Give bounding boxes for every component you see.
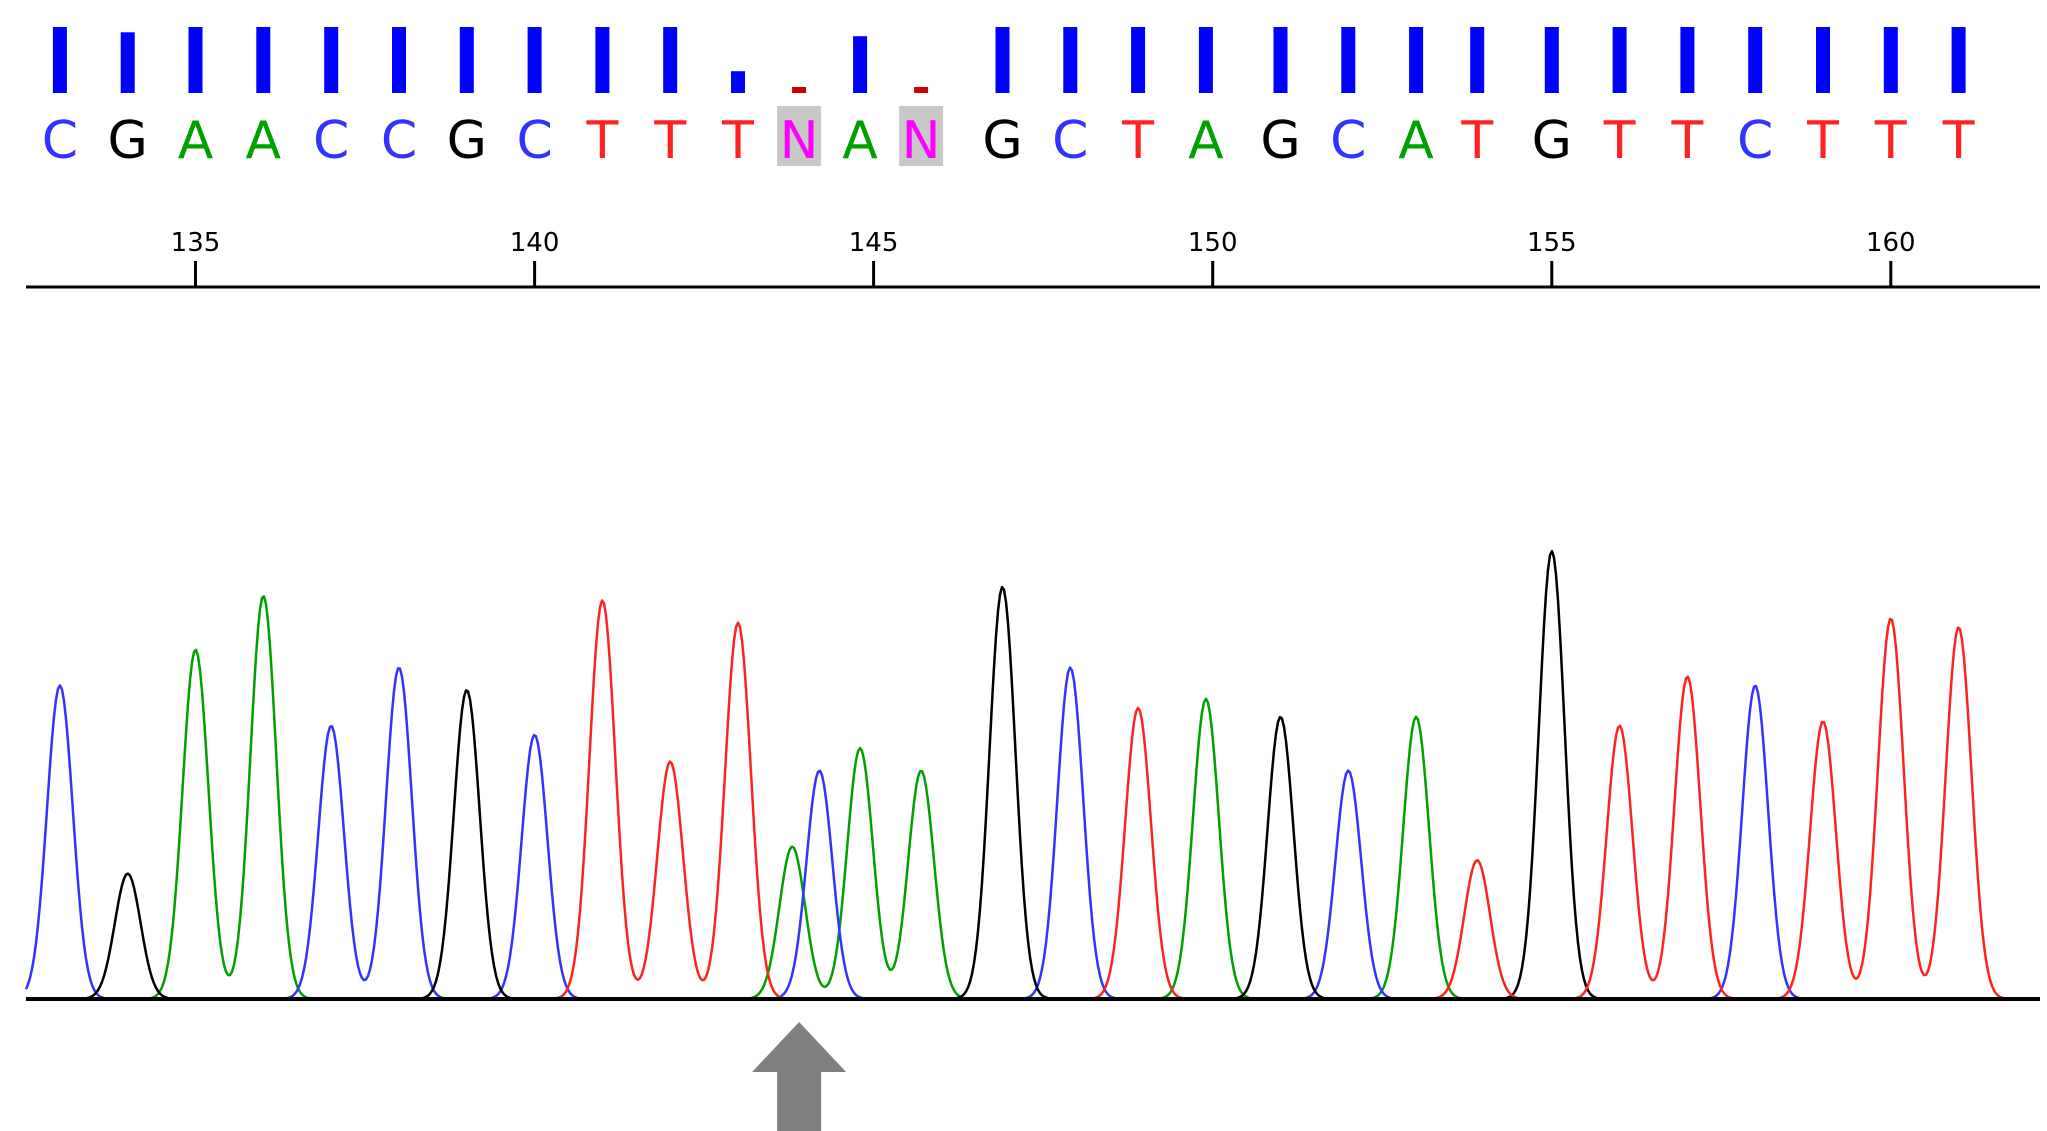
quality-bar	[1680, 27, 1695, 93]
quality-bar	[188, 27, 203, 93]
quality-bar	[663, 27, 678, 93]
quality-bar	[120, 32, 135, 93]
base-call: G	[982, 111, 1022, 171]
axis-tick-label: 160	[1866, 228, 1916, 258]
quality-bar	[731, 71, 745, 93]
base-call: T	[1874, 111, 1907, 171]
trace-c	[24, 666, 2040, 1001]
position-axis: 135 140 145 150 155 160	[26, 228, 2040, 289]
base-call: G	[1260, 111, 1300, 171]
quality-bar	[1273, 27, 1288, 93]
base-call: T	[1671, 111, 1704, 171]
quality-bar	[459, 27, 474, 93]
quality-bar	[1816, 27, 1830, 93]
trace-t	[26, 599, 2040, 1001]
base-call: T	[1806, 111, 1839, 171]
base-call: A	[1188, 111, 1224, 171]
quality-bar	[1544, 27, 1559, 93]
base-call: A	[246, 111, 282, 171]
axis-tick-label: 135	[171, 228, 221, 258]
base-call: T	[1942, 111, 1975, 171]
quality-bar	[527, 27, 542, 93]
base-call: N	[902, 111, 941, 171]
quality-bar	[1198, 27, 1213, 93]
quality-bar	[995, 27, 1010, 93]
axis-tick-label: 140	[510, 228, 560, 258]
base-call: A	[1398, 111, 1434, 171]
quality-bar	[256, 27, 271, 93]
quality-bar	[595, 27, 610, 93]
base-call: G	[1532, 111, 1572, 171]
axis-tick-label: 150	[1188, 228, 1238, 258]
base-call: N	[780, 111, 819, 171]
quality-bars	[52, 27, 1966, 93]
base-call: A	[842, 111, 878, 171]
base-call: G	[447, 111, 487, 171]
axis-tick-label: 145	[849, 228, 899, 258]
quality-bar	[1883, 27, 1898, 93]
quality-bar	[914, 87, 929, 93]
base-call: C	[381, 111, 417, 171]
base-call: T	[653, 111, 686, 171]
quality-bar	[1409, 27, 1424, 93]
base-call: C	[1052, 111, 1088, 171]
quality-bar	[1341, 27, 1356, 93]
quality-bar	[1470, 27, 1485, 93]
quality-bar	[1131, 27, 1146, 93]
trace-g	[26, 549, 2040, 1001]
base-call: C	[42, 111, 78, 171]
quality-bar	[1063, 27, 1078, 93]
base-call: T	[586, 111, 619, 171]
base-call: C	[516, 111, 552, 171]
base-call: C	[1330, 111, 1366, 171]
quality-bar	[853, 36, 868, 93]
base-call: T	[721, 111, 754, 171]
base-call: G	[108, 111, 148, 171]
axis-tick-label: 155	[1527, 228, 1577, 258]
base-call: T	[1603, 111, 1636, 171]
quality-bar	[324, 27, 339, 93]
quality-bar	[52, 27, 67, 93]
quality-bar	[392, 27, 406, 93]
base-call: A	[178, 111, 214, 171]
quality-bar	[1951, 27, 1966, 93]
up-arrow-icon	[752, 1022, 847, 1131]
base-call: C	[313, 111, 349, 171]
trace-curves	[24, 549, 2040, 1001]
quality-bar	[1612, 27, 1627, 93]
quality-bar	[792, 87, 807, 93]
ambiguous-base-highlight	[777, 106, 822, 166]
trace-a	[26, 595, 2040, 1001]
quality-bar	[1748, 27, 1763, 93]
ambiguous-base-highlight	[899, 106, 944, 166]
base-call: T	[1121, 111, 1154, 171]
base-call: T	[1460, 111, 1493, 171]
base-call: C	[1737, 111, 1773, 171]
ambiguous-base-highlights	[777, 106, 944, 166]
